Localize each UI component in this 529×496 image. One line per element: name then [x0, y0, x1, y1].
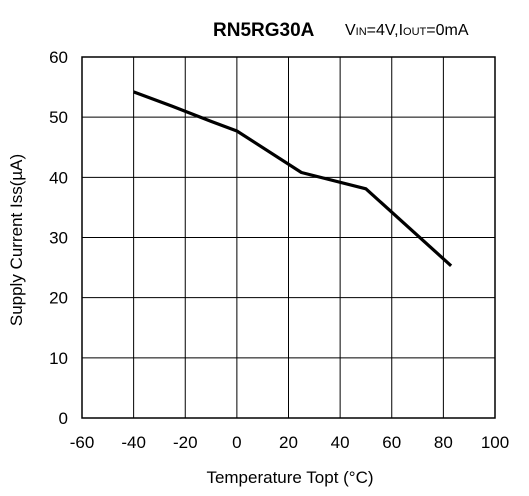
chart-subtitle: VIN=4V,IOUT=0mA	[345, 22, 469, 39]
x-tick-label: -60	[70, 433, 95, 452]
x-tick-label: 0	[232, 433, 241, 452]
x-tick-labels: -60 -40 -20 0 20 40 60 80 100	[70, 433, 509, 452]
y-tick-label: 60	[49, 48, 68, 67]
series-line	[133, 90, 453, 267]
x-tick-label: -20	[173, 433, 198, 452]
x-axis-label: Temperature Topt (°C)	[206, 468, 373, 487]
chart-title: RN5RG30A	[213, 20, 315, 41]
x-tick-label: 60	[382, 433, 401, 452]
y-tick-label: 10	[49, 349, 68, 368]
x-tick-label: 80	[434, 433, 453, 452]
y-tick-labels: 0 10 20 30 40 50 60	[49, 48, 68, 428]
y-tick-label: 20	[49, 289, 68, 308]
series-group	[133, 90, 453, 267]
y-tick-label: 30	[49, 229, 68, 248]
plot-frame	[81, 56, 496, 419]
y-tick-label: 40	[49, 168, 68, 187]
y-tick-label: 50	[49, 108, 68, 127]
x-tick-label: -40	[121, 433, 146, 452]
x-tick-label: 20	[279, 433, 298, 452]
x-tick-label: 40	[331, 433, 350, 452]
y-tick-label: 0	[59, 409, 68, 428]
x-tick-label: 100	[481, 433, 509, 452]
y-axis-label: Supply Current Iss(µA)	[7, 154, 26, 326]
grid	[81, 56, 496, 419]
